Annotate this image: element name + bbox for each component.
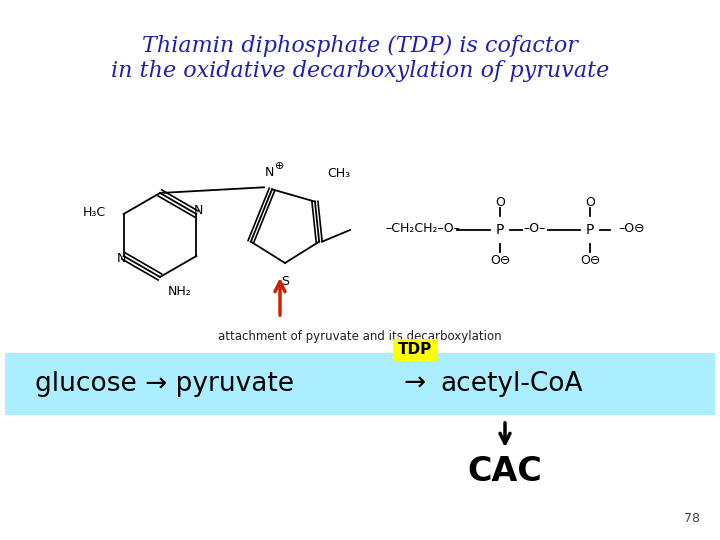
FancyBboxPatch shape (5, 353, 715, 415)
Text: TDP: TDP (398, 342, 432, 357)
Text: attachment of pyruvate and its decarboxylation: attachment of pyruvate and its decarboxy… (218, 330, 502, 343)
Text: O⊖: O⊖ (490, 253, 510, 267)
Text: –CH₂CH₂–O–: –CH₂CH₂–O– (385, 221, 460, 234)
Text: CH₃: CH₃ (327, 167, 350, 180)
Text: O: O (495, 195, 505, 208)
Text: in the oxidative decarboxylation of pyruvate: in the oxidative decarboxylation of pyru… (111, 60, 609, 82)
FancyBboxPatch shape (393, 339, 437, 361)
Text: ⊕: ⊕ (275, 161, 284, 171)
Text: P: P (496, 223, 504, 237)
Text: N: N (194, 205, 203, 218)
Text: acetyl-CoA: acetyl-CoA (440, 371, 582, 397)
Text: –O–: –O– (524, 221, 546, 234)
Text: N: N (264, 166, 274, 179)
Text: H₃C: H₃C (83, 206, 106, 219)
Text: P: P (586, 223, 594, 237)
Text: N: N (117, 252, 126, 265)
Text: →: → (404, 371, 426, 397)
Text: S: S (281, 275, 289, 288)
Text: 78: 78 (684, 512, 700, 525)
Text: O: O (585, 195, 595, 208)
Text: CAC: CAC (467, 455, 542, 488)
Text: O⊖: O⊖ (580, 253, 600, 267)
Text: –O⊖: –O⊖ (618, 221, 644, 234)
Text: Thiamin diphosphate (TDP) is cofactor: Thiamin diphosphate (TDP) is cofactor (142, 35, 578, 57)
Text: glucose → pyruvate: glucose → pyruvate (35, 371, 294, 397)
Text: NH₂: NH₂ (168, 285, 192, 298)
